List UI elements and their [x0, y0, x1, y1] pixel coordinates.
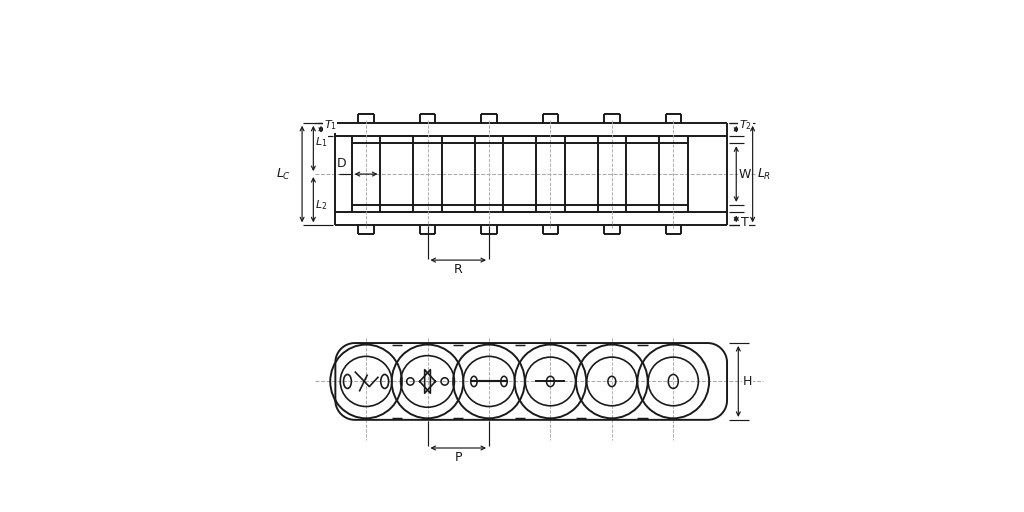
Text: $L_R$: $L_R$ [757, 166, 771, 182]
Text: $T_1$: $T_1$ [324, 118, 337, 132]
Text: D: D [337, 157, 346, 170]
Text: $L_2$: $L_2$ [314, 198, 328, 211]
Text: H: H [742, 375, 753, 388]
Text: $L_1$: $L_1$ [314, 136, 328, 149]
Text: W: W [738, 167, 751, 181]
Text: T: T [740, 217, 749, 229]
Text: P: P [455, 451, 462, 464]
Text: $L_C$: $L_C$ [275, 166, 291, 182]
Text: $T_2$: $T_2$ [739, 118, 752, 132]
Text: R: R [454, 263, 463, 276]
